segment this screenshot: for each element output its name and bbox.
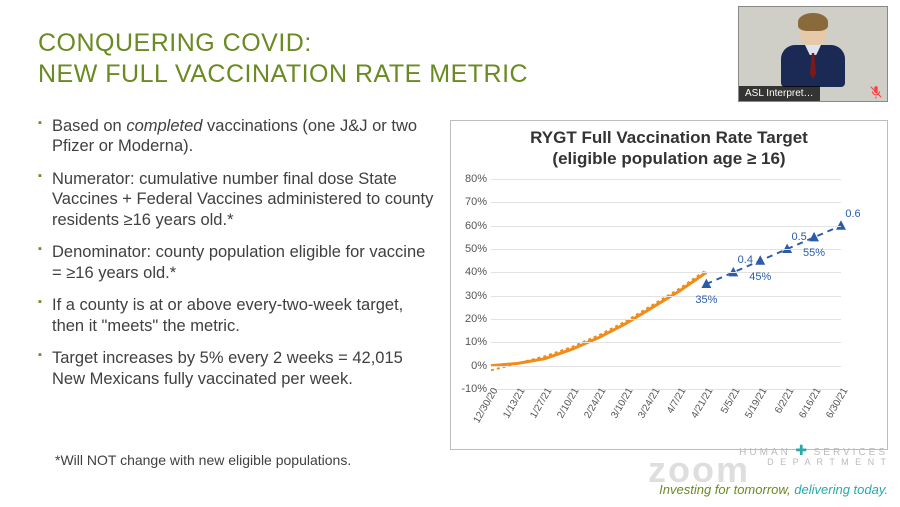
slide: CONQUERING COVID: NEW FULL VACCINATION R… xyxy=(0,0,900,507)
human-services-logo: HUMAN ✚ SERVICES D E P A R T M E N T xyxy=(739,443,888,467)
x-tick-label: 6/2/21 xyxy=(773,386,796,416)
projection-point-label: 45% xyxy=(749,271,771,283)
video-label: ASL Interpret… xyxy=(739,86,820,101)
projection-marker xyxy=(809,232,819,241)
x-tick-label: 5/5/21 xyxy=(719,386,742,416)
chart-title-line2: (eligible population age ≥ 16) xyxy=(552,149,785,168)
y-tick-label: 70% xyxy=(455,196,487,208)
vaccination-chart: RYGT Full Vaccination Rate Target (eligi… xyxy=(450,120,888,450)
tagline: Investing for tomorrow, delivering today… xyxy=(659,482,888,497)
video-tile-asl[interactable]: ASL Interpret… xyxy=(738,6,888,102)
projection-point-label: 0.4 xyxy=(738,254,753,266)
target-dotted-line xyxy=(491,270,706,370)
chart-title-line1: RYGT Full Vaccination Rate Target xyxy=(530,128,808,147)
bullet-list: Based on completed vaccinations (one J&J… xyxy=(38,116,438,401)
bullet-item: Based on completed vaccinations (one J&J… xyxy=(38,116,438,157)
chart-title: RYGT Full Vaccination Rate Target (eligi… xyxy=(451,121,887,170)
bullet-item: Numerator: cumulative number final dose … xyxy=(38,169,438,230)
bullet-item: Denominator: county population eligible … xyxy=(38,242,438,283)
asl-interpreter-figure xyxy=(781,17,845,87)
mute-icon xyxy=(869,85,883,99)
y-tick-label: 30% xyxy=(455,290,487,302)
x-tick-label: 6/30/21 xyxy=(824,386,850,420)
y-tick-label: 20% xyxy=(455,313,487,325)
y-tick-label: 60% xyxy=(455,220,487,232)
y-tick-label: 0% xyxy=(455,360,487,372)
y-tick-label: 50% xyxy=(455,243,487,255)
chart-svg xyxy=(491,179,841,389)
x-tick-label: 3/10/21 xyxy=(609,386,635,420)
y-tick-label: 10% xyxy=(455,336,487,348)
footnote: *Will NOT change with new eligible popul… xyxy=(55,452,351,468)
y-tick-label: -10% xyxy=(455,383,487,395)
projection-point-label: 55% xyxy=(803,247,825,259)
x-tick-label: 4/21/21 xyxy=(690,386,716,420)
projection-point-label: 35% xyxy=(695,294,717,306)
x-tick-label: 4/7/21 xyxy=(666,386,689,416)
x-tick-label: 3/24/21 xyxy=(636,386,662,420)
projection-point-label: 0.6 xyxy=(845,208,860,220)
projection-marker xyxy=(755,255,765,264)
x-tick-label: 1/13/21 xyxy=(501,386,527,420)
chart-plot-area: -10%0%10%20%30%40%50%60%70%80%12/30/201/… xyxy=(491,179,841,389)
title-block: CONQUERING COVID: NEW FULL VACCINATION R… xyxy=(38,28,558,91)
y-tick-label: 80% xyxy=(455,173,487,185)
title-line-2: NEW FULL VACCINATION RATE METRIC xyxy=(38,59,558,90)
projection-point-label: 0.5 xyxy=(791,231,806,243)
bullet-item: If a county is at or above every-two-wee… xyxy=(38,295,438,336)
bullet-item: Target increases by 5% every 2 weeks = 4… xyxy=(38,348,438,389)
x-tick-label: 1/27/21 xyxy=(528,386,554,420)
x-tick-label: 5/19/21 xyxy=(744,386,770,420)
y-tick-label: 40% xyxy=(455,266,487,278)
x-tick-label: 2/10/21 xyxy=(555,386,581,420)
title-line-1: CONQUERING COVID: xyxy=(38,28,558,59)
x-tick-label: 6/16/21 xyxy=(797,386,823,420)
x-tick-label: 2/24/21 xyxy=(582,386,608,420)
